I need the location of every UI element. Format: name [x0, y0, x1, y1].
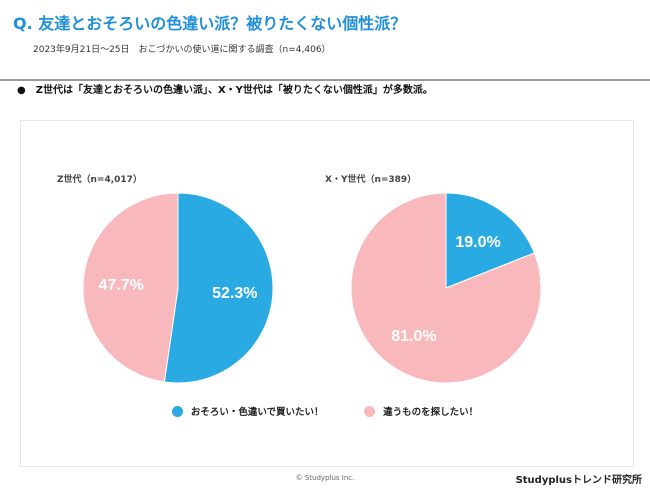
- pie-slice: [350, 192, 542, 384]
- pie-slice: [445, 192, 535, 289]
- legend-label: おそろい・色違いで買いたい！: [190, 407, 324, 418]
- brand-logo: Studyplusトレンド研究所: [515, 475, 642, 486]
- pie-data-label: 19.0%: [455, 234, 500, 251]
- pie-slice: [82, 192, 179, 383]
- pie-data-label: 52.3%: [212, 285, 257, 302]
- pie-title-xy: X・Y世代（n=389）: [325, 175, 417, 185]
- divider: [0, 79, 650, 81]
- legend-swatch-blue: [171, 405, 183, 417]
- pie-data-label: 47.7%: [98, 277, 143, 294]
- chart-box: [20, 120, 634, 467]
- pie-slice: [163, 192, 274, 384]
- copyright: © Studyplus Inc.: [295, 474, 355, 482]
- legend-swatch-pink: [364, 405, 376, 417]
- pie-data-label: 81.0%: [391, 328, 436, 345]
- legend: おそろい・色違いで買いたい！ 違うものを探したい！: [0, 404, 650, 418]
- pie-title-z: Z世代（n=4,017）: [57, 175, 142, 185]
- summary-text: ● Z世代は「友達とおそろいの色違い派」、X・Y世代は「被りたくない個性派」が多…: [17, 85, 433, 96]
- legend-label: 違うものを探したい！: [383, 407, 479, 418]
- survey-subtitle: 2023年9月21日～25日 おこづかいの使い道に関する調査（n=4,406）: [33, 45, 331, 55]
- page-title: Q. 友達とおそろいの色違い派？被りたくない個性派？: [13, 14, 407, 33]
